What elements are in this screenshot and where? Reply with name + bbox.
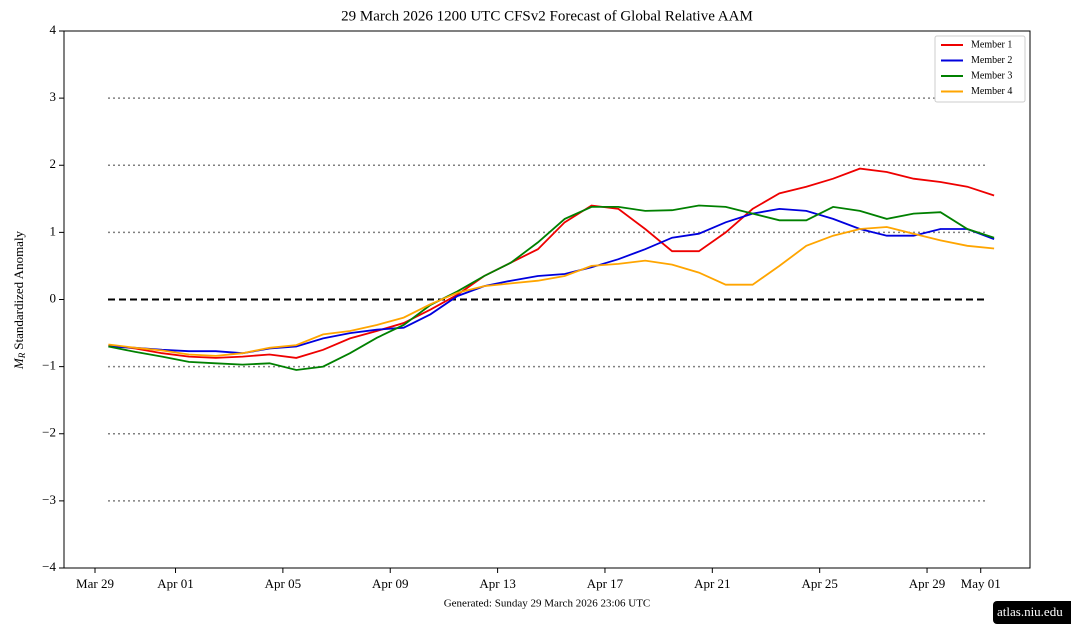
x-tick-label: Apr 05 xyxy=(265,576,301,591)
footer: Generated: Sunday 29 March 2026 23:06 UT… xyxy=(444,598,651,610)
badge-bg xyxy=(993,601,1071,624)
y-tick-label: −1 xyxy=(42,358,56,373)
plot-frame xyxy=(63,30,1031,569)
x-tick-label: Apr 09 xyxy=(372,576,408,591)
legend-label: Member 1 xyxy=(971,39,1012,50)
x-tick-label: Apr 13 xyxy=(479,576,515,591)
y-tick-label: −2 xyxy=(42,425,56,440)
series-line xyxy=(108,204,995,371)
legend-label: Member 4 xyxy=(971,86,1012,97)
y-tick-label: −3 xyxy=(42,492,56,507)
x-tick-label: May 01 xyxy=(961,576,1001,591)
series-line xyxy=(108,226,995,357)
x-tick-label: Apr 01 xyxy=(157,576,193,591)
x-tick-label: Apr 17 xyxy=(587,576,624,591)
y-label-subscript: R xyxy=(17,352,27,359)
y-tick-label: 1 xyxy=(50,223,57,238)
x-tick-label: Apr 21 xyxy=(694,576,730,591)
legend-label: Member 3 xyxy=(971,70,1012,81)
y-label-text: Standardized Anomaly xyxy=(11,230,26,349)
y-tick-label: 4 xyxy=(50,22,57,37)
y-label-symbol: M xyxy=(11,357,26,370)
x-tick-label: Mar 29 xyxy=(76,576,114,591)
legend: Member 1 Member 2 Member 3 Member 4 xyxy=(934,35,1026,103)
y-axis-label: MR Standardized Anomaly xyxy=(11,230,27,370)
plot: −4 −3 −2 −1 0 1 2 3 4 Mar 29 Apr 01 Apr 05 Apr 09 Apr… xyxy=(42,22,1026,591)
series-line xyxy=(108,167,995,359)
y-tick-label: −4 xyxy=(42,559,56,574)
legend-box xyxy=(934,35,1026,103)
x-tick-label: Apr 25 xyxy=(801,576,837,591)
chart-title: 29 March 2026 1200 UTC CFSv2 Forecast of… xyxy=(341,8,753,24)
x-tick-label: Apr 29 xyxy=(909,576,945,591)
y-tick-label: 3 xyxy=(50,89,57,104)
badge: atlas.niu.edu xyxy=(997,604,1063,619)
y-tick-label: 0 xyxy=(50,290,57,305)
legend-label: Member 2 xyxy=(971,55,1012,66)
y-tick-label: 2 xyxy=(50,156,57,171)
